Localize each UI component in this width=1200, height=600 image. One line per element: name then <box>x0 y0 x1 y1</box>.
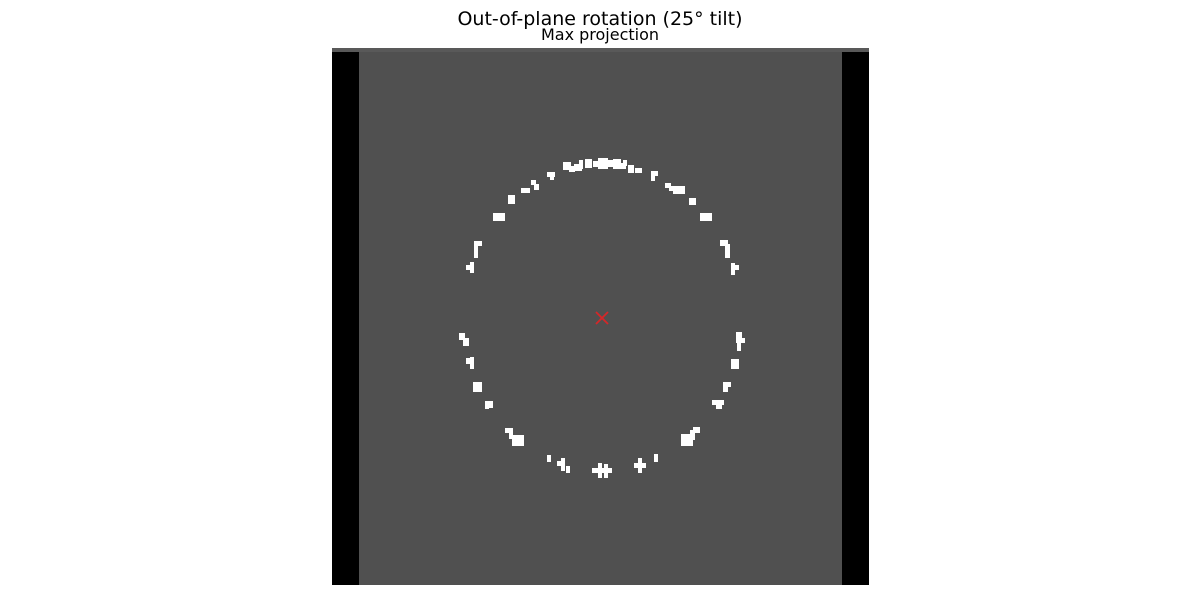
voxel-cluster <box>563 162 571 170</box>
voxel-cluster <box>473 382 482 392</box>
center-marker <box>595 311 609 325</box>
voxel-cluster <box>485 401 489 409</box>
voxel-cluster <box>608 160 613 167</box>
voxel-cluster <box>474 241 482 246</box>
voxel-cluster <box>723 382 728 392</box>
voxel-cluster <box>574 164 582 171</box>
voxel-cluster <box>693 427 700 433</box>
voxel-cluster <box>569 166 575 172</box>
center-marker-stroke <box>595 311 609 325</box>
voxel-cluster <box>557 461 564 466</box>
voxel-cluster <box>681 434 693 446</box>
voxel-cluster <box>604 464 608 478</box>
voxel-cluster <box>598 158 608 169</box>
voxel-cluster <box>505 428 513 433</box>
voxel-cluster <box>720 240 728 246</box>
right-padding-band <box>842 52 869 585</box>
voxel-cluster <box>635 168 642 173</box>
voxel-cluster <box>613 159 621 169</box>
voxel-cluster <box>737 334 741 351</box>
voxel-cluster <box>512 435 524 446</box>
left-padding-band <box>332 52 359 585</box>
voxel-cluster <box>566 466 570 473</box>
voxel-cluster <box>550 175 554 180</box>
figure-subtitle: Max projection <box>540 25 660 44</box>
voxel-cluster <box>493 213 505 221</box>
voxel-cluster <box>665 183 671 188</box>
voxel-cluster <box>585 159 592 168</box>
voxel-cluster <box>579 160 583 169</box>
voxel-cluster <box>547 172 555 177</box>
voxel-cluster <box>470 262 474 273</box>
voxel-cluster <box>593 161 599 167</box>
voxel-cluster <box>669 186 673 191</box>
voxel-cluster <box>459 333 465 340</box>
voxel-cluster <box>623 160 627 166</box>
voxel-cluster <box>509 431 513 439</box>
voxel-cluster <box>651 171 655 181</box>
bright-ring <box>459 158 745 478</box>
voxel-cluster <box>547 455 551 462</box>
voxel-cluster <box>731 359 739 369</box>
voxel-cluster <box>673 186 685 194</box>
voxel-cluster <box>638 458 642 473</box>
voxel-cluster <box>534 184 539 190</box>
figure-title: Out-of-plane rotation (25° tilt) <box>457 8 743 30</box>
voxel-cluster <box>521 188 530 193</box>
voxel-cluster <box>470 357 474 369</box>
voxel-cluster <box>716 400 722 409</box>
voxel-cluster <box>531 180 536 185</box>
voxel-cluster <box>508 195 515 204</box>
voxel-cluster <box>654 454 658 462</box>
voxel-cluster <box>725 244 730 258</box>
voxel-cluster <box>474 245 478 258</box>
voxel-cluster <box>731 265 739 270</box>
voxel-cluster <box>561 458 565 471</box>
voxel-cluster <box>628 165 634 173</box>
voxel-cluster <box>598 463 602 478</box>
voxel-cluster <box>689 198 696 205</box>
voxel-cluster <box>700 213 712 221</box>
voxel-cluster <box>463 338 469 346</box>
